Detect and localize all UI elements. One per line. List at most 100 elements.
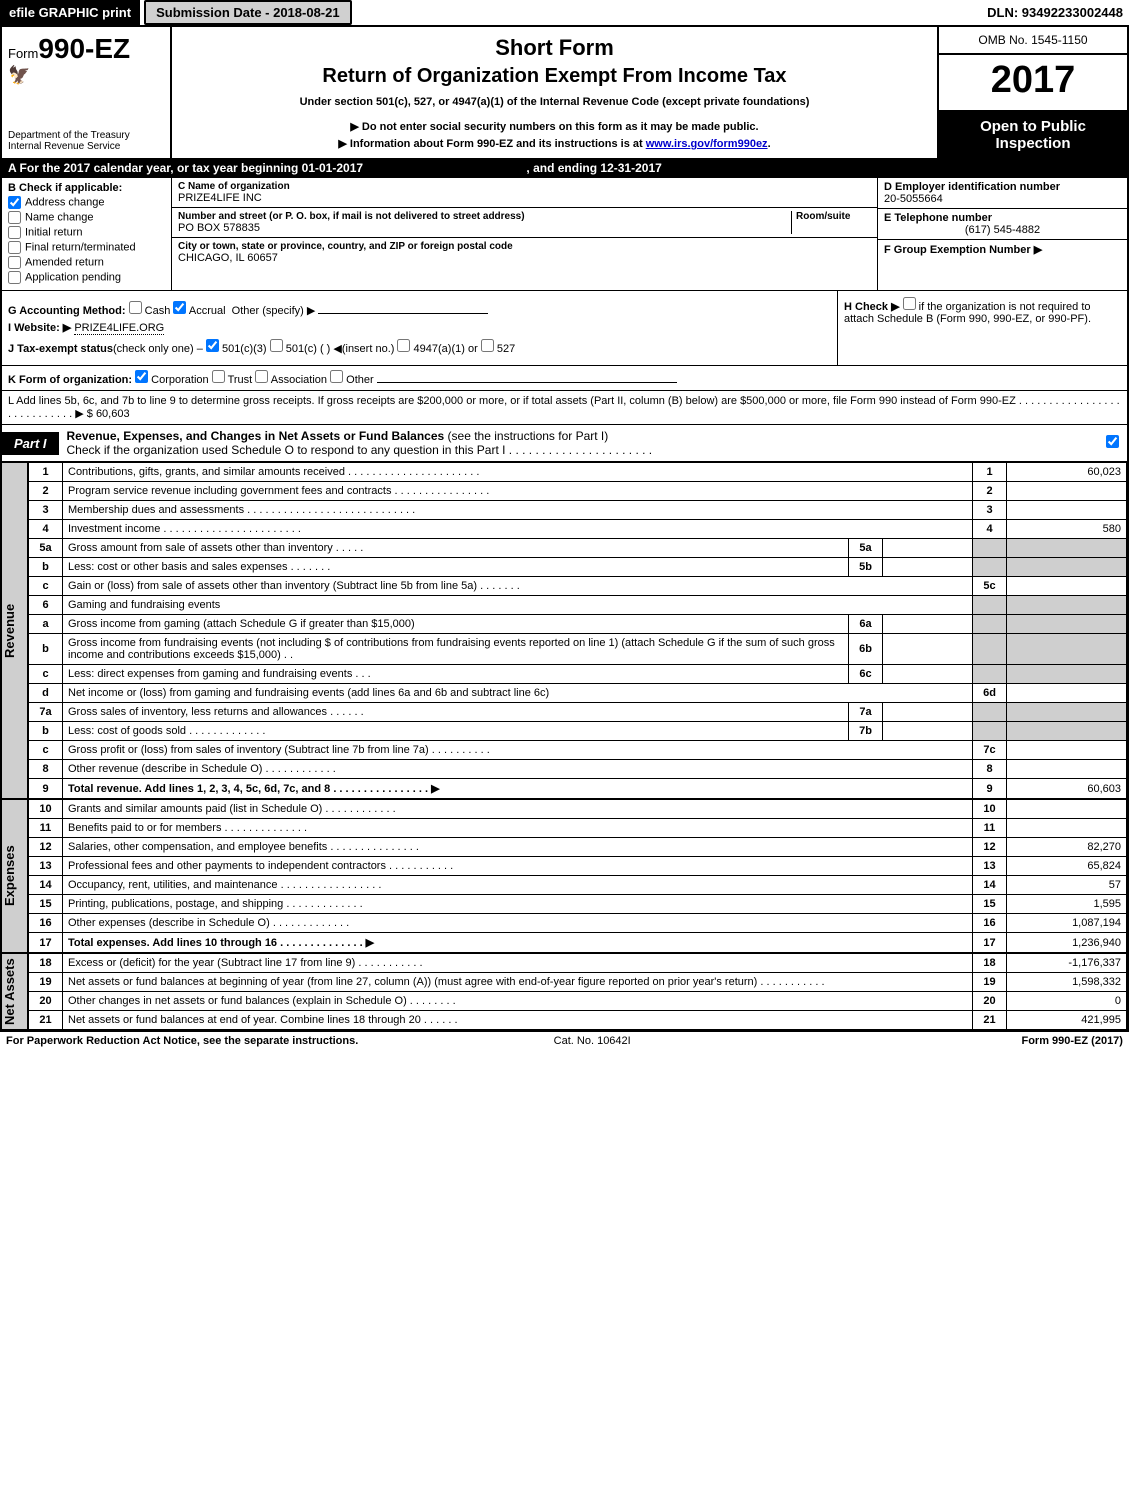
inner-box-label: 6a (849, 615, 883, 634)
line-desc: Total expenses. Add lines 10 through 16 … (63, 933, 973, 953)
department-label: Department of the Treasury Internal Reve… (8, 130, 164, 152)
table-row: dNet income or (loss) from gaming and fu… (29, 684, 1127, 703)
table-row: 10Grants and similar amounts paid (list … (29, 800, 1127, 819)
year-begin: A For the 2017 calendar year, or tax yea… (8, 161, 363, 175)
website-value[interactable]: PRIZE4LIFE.ORG (74, 322, 164, 335)
line-desc: Net assets or fund balances at end of ye… (63, 1011, 973, 1030)
line-value: 1,087,194 (1007, 914, 1127, 933)
line-desc: Gross sales of inventory, less returns a… (63, 703, 849, 722)
line-desc: Occupancy, rent, utilities, and maintena… (63, 876, 973, 895)
cb-address-change[interactable]: Address change (8, 196, 165, 209)
J-tax-exempt: J Tax-exempt status(check only one) – 50… (8, 339, 831, 355)
line-desc: Benefits paid to or for members . . . . … (63, 819, 973, 838)
line-box (973, 596, 1007, 615)
cb-amended-return[interactable]: Amended return (8, 256, 165, 269)
line-number: 2 (29, 482, 63, 501)
cb-name-change[interactable]: Name change (8, 211, 165, 224)
J-note: (check only one) – (113, 343, 206, 355)
ssn-notice: ▶ Do not enter social security numbers o… (180, 120, 929, 133)
line-desc: Less: cost or other basis and sales expe… (63, 558, 849, 577)
line-value: -1,176,337 (1007, 954, 1127, 973)
efile-print-button[interactable]: efile GRAPHIC print (0, 0, 140, 25)
line-value: 60,603 (1007, 779, 1127, 799)
inner-box-value (883, 539, 973, 558)
C-addr-label: Number and street (or P. O. box, if mail… (178, 211, 525, 222)
inner-box-value (883, 703, 973, 722)
line-desc: Grants and similar amounts paid (list in… (63, 800, 973, 819)
year-end: , and ending 12-31-2017 (526, 161, 661, 175)
cb-corporation[interactable] (135, 370, 148, 383)
cb-association[interactable] (255, 370, 268, 383)
K-label: K Form of organization: (8, 374, 132, 386)
line-desc: Professional fees and other payments to … (63, 857, 973, 876)
omb-number: OMB No. 1545-1150 (939, 27, 1127, 55)
line-number: b (29, 722, 63, 741)
line-box (973, 539, 1007, 558)
row-A-tax-year: A For the 2017 calendar year, or tax yea… (2, 158, 1127, 178)
line-box: 10 (973, 800, 1007, 819)
cb-4947[interactable] (397, 339, 410, 352)
cb-schedule-O[interactable] (1106, 435, 1119, 448)
line-desc: Other revenue (describe in Schedule O) .… (63, 760, 973, 779)
inner-box-label: 6b (849, 634, 883, 665)
ein-value: 20-5055664 (884, 193, 1121, 205)
cb-527[interactable] (481, 339, 494, 352)
org-name: PRIZE4LIFE INC (178, 192, 871, 204)
line-number: 1 (29, 463, 63, 482)
line-desc: Program service revenue including govern… (63, 482, 973, 501)
line-number: 12 (29, 838, 63, 857)
part-I-tab: Part I (2, 432, 59, 455)
footer-left: For Paperwork Reduction Act Notice, see … (6, 1035, 358, 1047)
cb-other[interactable] (330, 370, 343, 383)
line-box: 3 (973, 501, 1007, 520)
table-row: 8Other revenue (describe in Schedule O) … (29, 760, 1127, 779)
table-row: 16Other expenses (describe in Schedule O… (29, 914, 1127, 933)
line-value: 65,824 (1007, 857, 1127, 876)
line-number: 21 (29, 1011, 63, 1030)
table-row: bGross income from fundraising events (n… (29, 634, 1127, 665)
line-number: c (29, 665, 63, 684)
C-city-label: City or town, state or province, country… (178, 241, 871, 252)
irs-link[interactable]: www.irs.gov/form990ez (646, 138, 768, 150)
table-row: 21Net assets or fund balances at end of … (29, 1011, 1127, 1030)
tax-year: 2017 (939, 55, 1127, 112)
table-row: 15Printing, publications, postage, and s… (29, 895, 1127, 914)
line-desc: Excess or (deficit) for the year (Subtra… (63, 954, 973, 973)
cb-trust[interactable] (212, 370, 225, 383)
L-text: L Add lines 5b, 6c, and 7b to line 9 to … (8, 395, 1120, 420)
line-box: 13 (973, 857, 1007, 876)
table-row: 14Occupancy, rent, utilities, and mainte… (29, 876, 1127, 895)
line-number: 14 (29, 876, 63, 895)
cb-501c[interactable] (270, 339, 283, 352)
G-cash: Cash (145, 305, 171, 317)
cb-initial-return[interactable]: Initial return (8, 226, 165, 239)
footer-catno: Cat. No. 10642I (554, 1035, 631, 1047)
line-box: 19 (973, 973, 1007, 992)
line-number: b (29, 634, 63, 665)
line-value (1007, 722, 1127, 741)
inner-box-value (883, 615, 973, 634)
undersection-label: Under section 501(c), 527, or 4947(a)(1)… (180, 96, 929, 108)
cb-final-return[interactable]: Final return/terminated (8, 241, 165, 254)
F-group-label: F Group Exemption Number ▶ (884, 244, 1042, 256)
D-ein-label: D Employer identification number (884, 181, 1121, 193)
part-I-sub: (see the instructions for Part I) (448, 429, 609, 443)
cb-accrual[interactable] (173, 301, 186, 314)
line-box: 11 (973, 819, 1007, 838)
line-number: 13 (29, 857, 63, 876)
submission-date-button[interactable]: Submission Date - 2018-08-21 (144, 0, 352, 25)
line-number: 3 (29, 501, 63, 520)
inner-box-value (883, 665, 973, 684)
cb-cash[interactable] (129, 301, 142, 314)
line-box: 5c (973, 577, 1007, 596)
cb-501c3[interactable] (206, 339, 219, 352)
cb-H-schedule-b[interactable] (903, 297, 916, 310)
line-desc: Net income or (loss) from gaming and fun… (63, 684, 973, 703)
table-row: 17Total expenses. Add lines 10 through 1… (29, 933, 1127, 953)
line-box (973, 558, 1007, 577)
line-box: 8 (973, 760, 1007, 779)
G-accounting: G Accounting Method: Cash Accrual Other … (8, 301, 831, 317)
line-box: 6d (973, 684, 1007, 703)
table-row: aGross income from gaming (attach Schedu… (29, 615, 1127, 634)
cb-application-pending[interactable]: Application pending (8, 271, 165, 284)
